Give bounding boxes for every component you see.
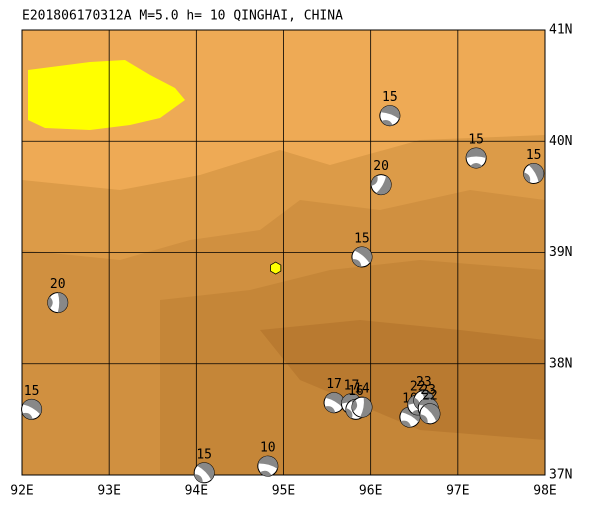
depth-label: 20: [50, 277, 66, 292]
beachball: [351, 246, 373, 268]
beachball-quadrant: [466, 147, 487, 158]
map-frame: [21, 29, 546, 476]
beachball-quadrant: [345, 408, 353, 419]
depth-label: 16: [348, 384, 364, 399]
depth-label: 17: [326, 377, 342, 392]
beachball-quadrant: [352, 259, 362, 267]
map-title: E201806170312A M=5.0 h= 10 QINGHAI, CHIN…: [22, 9, 343, 24]
lat-label: 40N: [549, 134, 572, 149]
beachball-quadrant: [258, 456, 278, 469]
beachball-quadrant: [371, 175, 378, 186]
depth-label: 22: [422, 388, 438, 403]
beachball-quadrant: [324, 406, 336, 413]
depth-label: 15: [354, 231, 370, 246]
beachball-quadrant: [523, 172, 531, 183]
beachball-quadrant: [470, 162, 483, 168]
depth-label: 15: [468, 132, 484, 147]
beachball: [351, 396, 373, 418]
beachball: [419, 403, 441, 425]
beachball-quadrant: [376, 175, 392, 195]
lon-label: 93E: [97, 484, 120, 499]
beachball: [379, 105, 401, 127]
depth-label: 20: [373, 159, 389, 174]
beachball-quadrant: [528, 163, 544, 183]
beachball-quadrant: [57, 292, 68, 313]
lon-label: 92E: [10, 484, 33, 499]
events: 151515201520151510171716141022232322: [21, 90, 545, 484]
depth-label: 15: [196, 447, 212, 462]
lat-label: 37N: [549, 468, 572, 483]
beachball: [193, 462, 215, 484]
beachball: [21, 398, 43, 420]
lat-label: 41N: [549, 23, 572, 38]
beachball: [257, 455, 279, 477]
beachball-quadrant: [325, 392, 345, 408]
depth-label: 14: [354, 382, 370, 397]
beachball: [323, 392, 345, 414]
beachball: [370, 174, 392, 196]
beachball-quadrant: [423, 403, 440, 422]
beachball-quadrant: [360, 397, 372, 418]
beachball-quadrant: [354, 246, 372, 264]
lon-label: 97E: [446, 484, 469, 499]
beachball: [523, 163, 545, 185]
beachball-quadrant: [197, 462, 215, 480]
beachball-quadrant: [381, 120, 393, 126]
beachball-quadrant: [47, 296, 53, 309]
lon-label: 98E: [533, 484, 556, 499]
beachball: [47, 292, 69, 314]
lon-label: 96E: [359, 484, 382, 499]
lat-label: 38N: [549, 356, 572, 371]
depth-label: 17: [344, 378, 360, 393]
depth-label: 23: [416, 375, 432, 390]
beachball-quadrant: [22, 412, 33, 420]
beachball-quadrant: [22, 399, 42, 415]
lon-label: 95E: [272, 484, 295, 499]
depth-label: 10: [260, 441, 276, 456]
lon-label: 94E: [185, 484, 208, 499]
beachball-quadrant: [419, 414, 428, 424]
depth-label: 23: [420, 383, 436, 398]
beachball-quadrant: [380, 105, 400, 120]
depth-label: 15: [24, 384, 40, 399]
beachball: [465, 147, 487, 169]
depth-label: 15: [382, 90, 398, 105]
beachball-quadrant: [400, 420, 412, 428]
beachball-quadrant: [351, 399, 358, 412]
beachball-quadrant: [259, 470, 272, 477]
depth-label: 15: [526, 148, 542, 163]
epicenter: [270, 261, 282, 275]
lat-label: 39N: [549, 245, 572, 260]
